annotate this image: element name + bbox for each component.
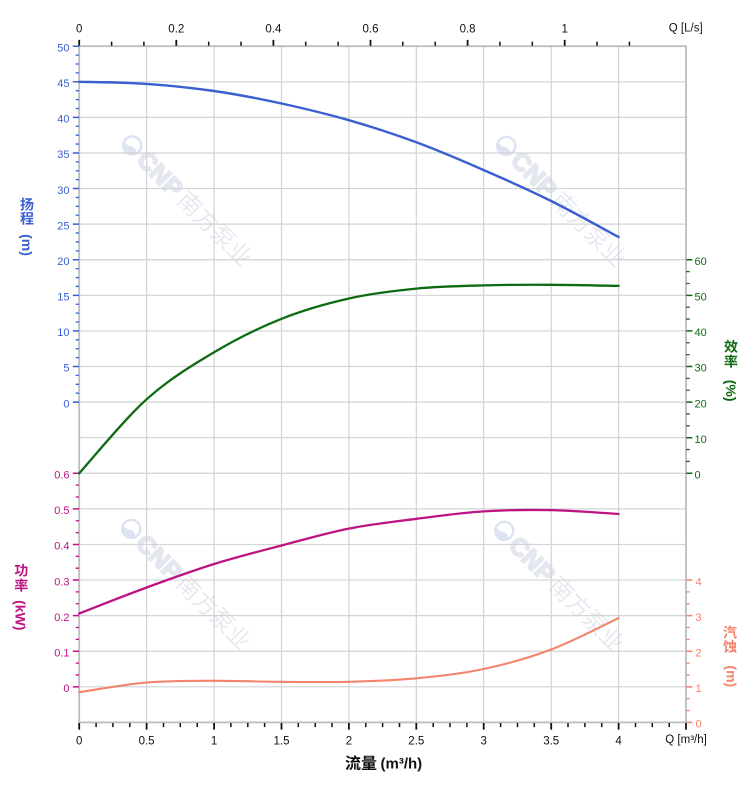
svg-text:0.3: 0.3 [54,576,69,588]
svg-text:4: 4 [615,736,622,748]
svg-text:45: 45 [57,78,69,90]
svg-text:(kW): (kW) [13,600,29,630]
svg-text:20: 20 [695,398,707,410]
svg-text:15: 15 [57,292,69,304]
svg-text:3.5: 3.5 [543,736,559,748]
svg-text:0: 0 [695,470,701,482]
svg-text:3: 3 [480,736,486,748]
svg-text:2.5: 2.5 [408,736,424,748]
svg-text:0: 0 [696,719,702,731]
svg-text:25: 25 [57,220,69,232]
svg-text:0.6: 0.6 [363,24,379,36]
svg-text:0: 0 [76,736,82,748]
svg-text:4: 4 [696,576,702,588]
svg-text:0: 0 [76,24,82,36]
svg-text:1: 1 [696,683,702,695]
svg-text:1: 1 [561,24,567,36]
svg-text:1: 1 [211,736,217,748]
svg-text:10: 10 [57,327,69,339]
svg-text:0.4: 0.4 [265,24,282,36]
svg-text:35: 35 [57,149,69,161]
svg-text:(m³/h): (m³/h) [381,755,423,772]
svg-text:60: 60 [695,256,707,268]
svg-text:3: 3 [696,612,702,624]
svg-text:50: 50 [695,292,707,304]
svg-text:Q [m³/h]: Q [m³/h] [665,734,707,746]
svg-text:2: 2 [696,647,702,659]
svg-text:(m): (m) [19,234,35,256]
svg-text:20: 20 [57,256,69,268]
svg-text:0.2: 0.2 [168,24,184,36]
svg-text:0.5: 0.5 [54,505,69,517]
svg-text:0.2: 0.2 [54,612,69,624]
svg-text:10: 10 [695,434,707,446]
svg-text:30: 30 [57,185,69,197]
svg-text:5: 5 [63,363,69,375]
svg-text:0.6: 0.6 [54,470,69,482]
svg-text:Q [L/s]: Q [L/s] [669,23,703,35]
svg-text:0.4: 0.4 [54,541,69,553]
svg-text:40: 40 [695,327,707,339]
svg-text:(%): (%) [723,380,739,402]
svg-text:0.8: 0.8 [460,24,476,36]
svg-text:1.5: 1.5 [274,736,290,748]
svg-text:40: 40 [57,114,69,126]
svg-text:0: 0 [63,398,69,410]
svg-text:50: 50 [57,42,69,54]
svg-text:(m): (m) [723,665,739,687]
svg-text:30: 30 [695,363,707,375]
svg-text:0.5: 0.5 [139,736,155,748]
svg-text:0.1: 0.1 [54,647,69,659]
svg-text:0: 0 [63,683,69,695]
svg-text:2: 2 [346,736,352,748]
